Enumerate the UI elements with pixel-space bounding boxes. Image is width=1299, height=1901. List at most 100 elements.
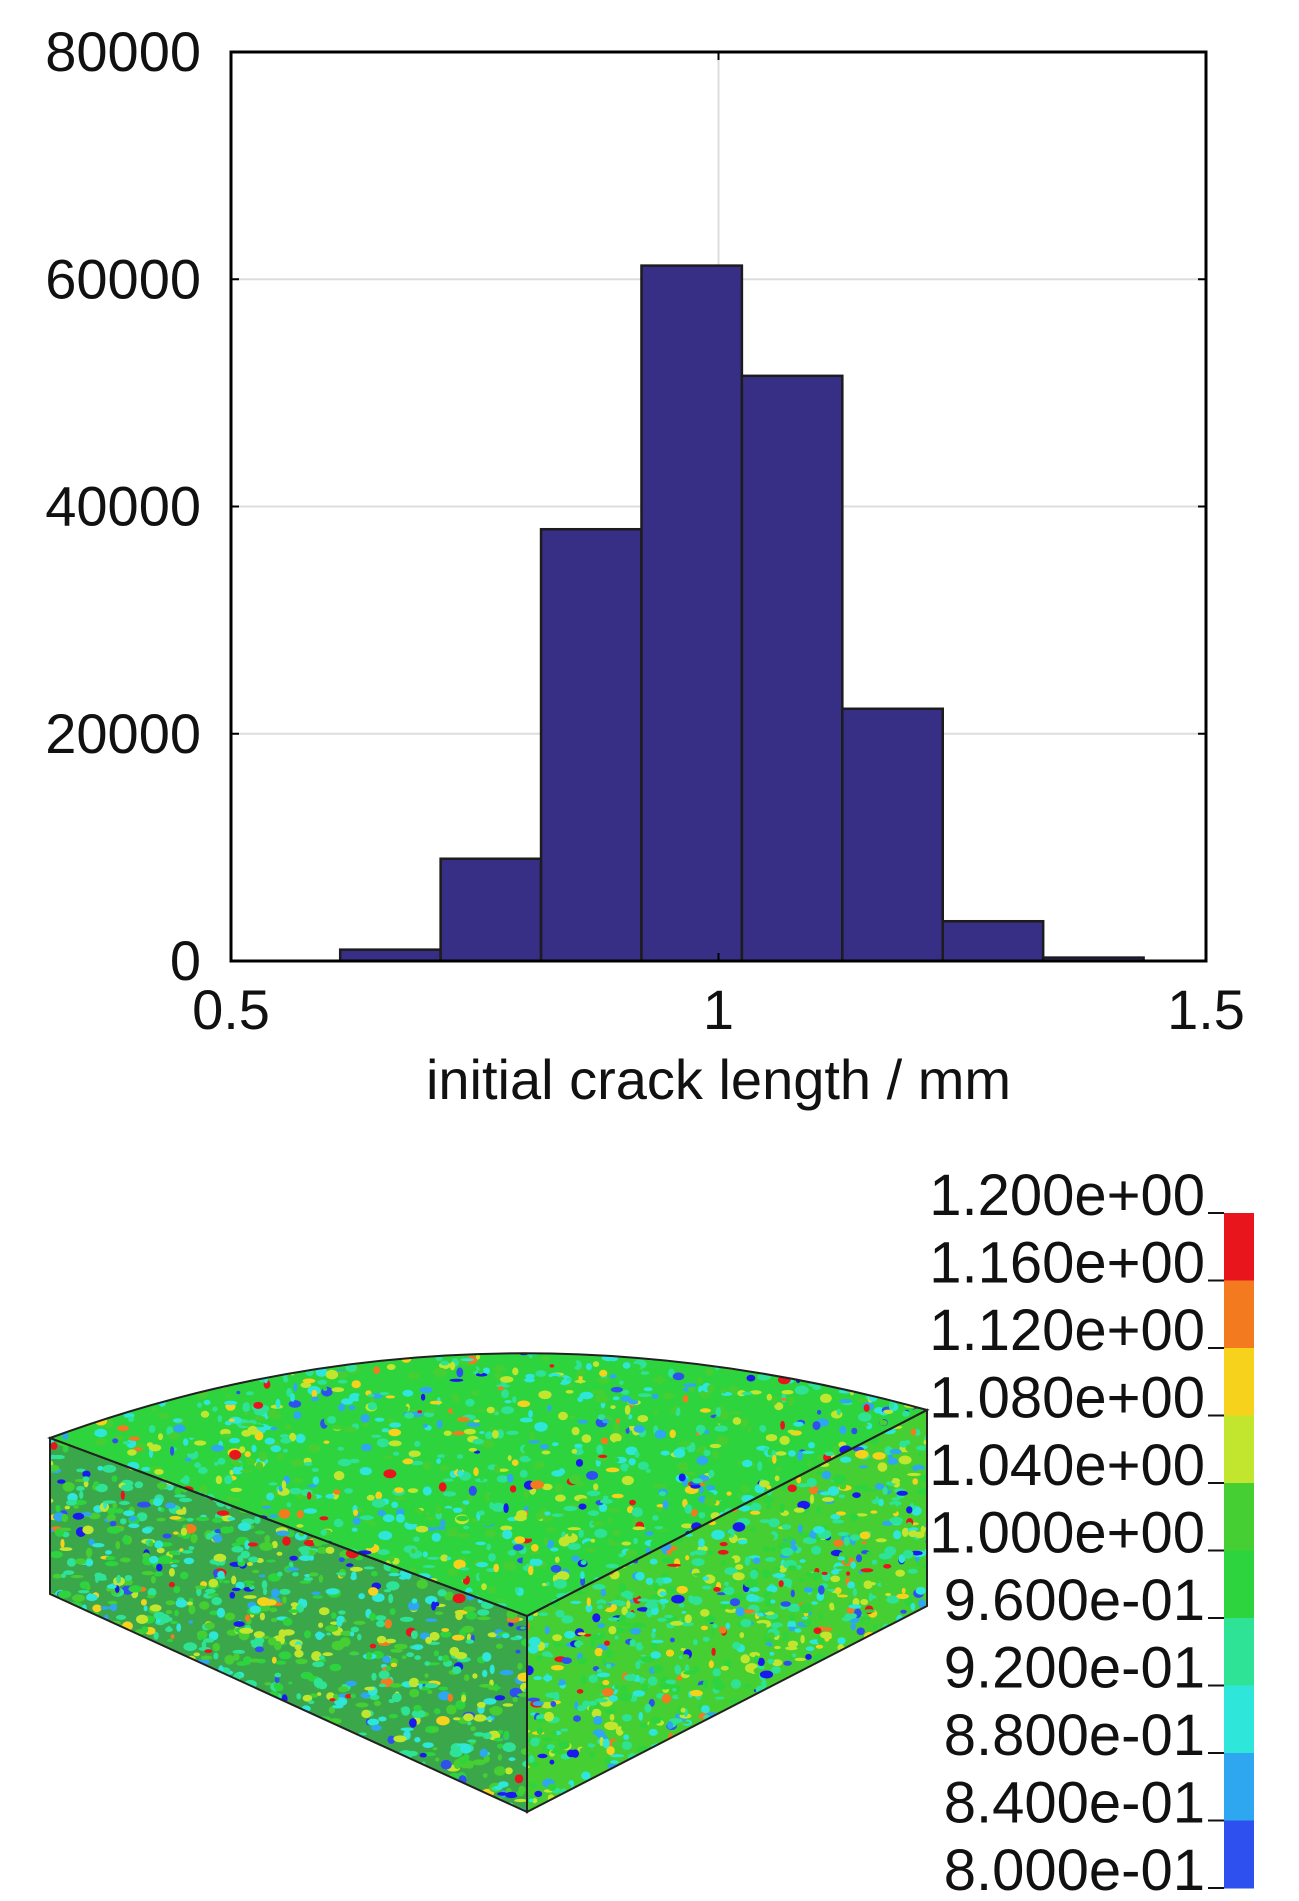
- contour-speckle: [109, 1772, 115, 1779]
- contour-speckle: [81, 1661, 95, 1667]
- contour-speckle: [478, 1571, 492, 1582]
- contour-speckle: [625, 1446, 638, 1456]
- contour-speckle: [148, 1444, 162, 1452]
- contour-speckle: [820, 1393, 832, 1404]
- contour-speckle: [227, 1271, 232, 1276]
- contour-speckle: [660, 1777, 673, 1784]
- contour-speckle: [318, 1760, 326, 1765]
- contour-speckle: [281, 1726, 293, 1730]
- contour-speckle: [341, 1294, 348, 1302]
- contour-speckle: [56, 1763, 64, 1772]
- contour-speckle: [137, 1501, 151, 1508]
- contour-speckle: [504, 1309, 516, 1314]
- contour-speckle: [136, 1284, 143, 1289]
- contour-speckle: [574, 1443, 583, 1448]
- contour-speckle: [475, 1372, 488, 1377]
- contour-speckle: [807, 1460, 812, 1468]
- contour-speckle: [754, 1804, 760, 1809]
- contour-speckle: [491, 1359, 497, 1369]
- contour-speckle: [417, 1410, 423, 1414]
- contour-speckle: [230, 1685, 243, 1692]
- contour-speckle: [433, 1708, 441, 1715]
- contour-speckle: [851, 1748, 863, 1758]
- contour-speckle: [696, 1280, 710, 1289]
- contour-speckle: [191, 1737, 205, 1746]
- contour-speckle: [245, 1775, 259, 1786]
- contour-speckle: [114, 1648, 119, 1659]
- contour-speckle: [720, 1601, 731, 1605]
- contour-speckle: [483, 1773, 488, 1778]
- contour-speckle: [379, 1791, 392, 1798]
- contour-speckle: [528, 1755, 535, 1764]
- contour-speckle: [546, 1286, 555, 1289]
- contour-speckle: [372, 1280, 377, 1290]
- contour-speckle: [452, 1634, 465, 1641]
- contour-speckle: [602, 1281, 612, 1288]
- contour-speckle: [247, 1542, 258, 1547]
- contour-speckle: [239, 1446, 246, 1453]
- contour-speckle: [904, 1725, 917, 1732]
- contour-speckle: [579, 1795, 591, 1800]
- contour-speckle: [502, 1529, 513, 1540]
- contour-speckle: [419, 1386, 433, 1394]
- contour-speckle: [272, 1781, 281, 1789]
- contour-speckle: [598, 1511, 609, 1518]
- contour-speckle: [182, 1353, 196, 1362]
- contour-speckle: [411, 1709, 426, 1719]
- contour-speckle: [831, 1658, 840, 1668]
- contour-speckle: [130, 1280, 135, 1283]
- contour-speckle: [297, 1720, 308, 1726]
- contour-speckle: [704, 1496, 717, 1507]
- contour-speckle: [114, 1777, 127, 1788]
- contour-speckle: [534, 1422, 548, 1432]
- contour-speckle: [66, 1389, 79, 1398]
- contour-speckle: [54, 1743, 59, 1752]
- contour-speckle: [388, 1714, 399, 1719]
- contour-speckle: [714, 1319, 722, 1325]
- y-tick-label: 0: [170, 929, 201, 992]
- contour-speckle: [161, 1740, 175, 1746]
- contour-speckle: [214, 1461, 219, 1466]
- contour-speckle: [279, 1588, 291, 1595]
- contour-speckle: [369, 1327, 375, 1332]
- contour-speckle: [247, 1779, 255, 1788]
- contour-speckle: [103, 1404, 118, 1409]
- contour-speckle: [211, 1596, 222, 1606]
- contour-speckle: [147, 1734, 159, 1740]
- contour-speckle: [66, 1371, 79, 1380]
- contour-speckle: [133, 1447, 143, 1452]
- contour-speckle: [440, 1759, 452, 1770]
- contour-speckle: [468, 1323, 478, 1329]
- contour-speckle: [778, 1697, 790, 1707]
- contour-speckle: [527, 1454, 542, 1459]
- contour-speckle: [281, 1716, 295, 1726]
- contour-speckle: [531, 1290, 535, 1297]
- contour-speckle: [334, 1370, 349, 1379]
- contour-speckle: [88, 1360, 99, 1370]
- contour-speckle: [586, 1416, 598, 1422]
- x-tick-label: 1: [703, 978, 734, 1041]
- contour-speckle: [123, 1510, 135, 1517]
- contour-speckle: [580, 1311, 593, 1321]
- contour-speckle: [83, 1737, 94, 1748]
- contour-speckle: [308, 1572, 319, 1577]
- contour-speckle: [113, 1293, 120, 1297]
- contour-speckle: [729, 1744, 739, 1749]
- contour-speckle: [401, 1655, 407, 1660]
- contour-speckle: [511, 1459, 519, 1466]
- contour-speckle: [651, 1639, 664, 1644]
- contour-speckle: [849, 1289, 855, 1292]
- contour-speckle: [259, 1749, 265, 1755]
- contour-speckle: [484, 1491, 490, 1502]
- contour-speckle: [132, 1366, 140, 1371]
- contour-speckle: [320, 1529, 327, 1536]
- contour-speckle: [198, 1297, 211, 1300]
- contour-speckle: [366, 1651, 373, 1660]
- contour-speckle: [640, 1796, 647, 1803]
- contour-speckle: [241, 1422, 255, 1427]
- contour-speckle: [298, 1340, 310, 1349]
- contour-speckle: [183, 1438, 189, 1446]
- contour-speckle: [242, 1778, 256, 1786]
- contour-speckle: [898, 1770, 909, 1779]
- contour-speckle: [112, 1502, 118, 1509]
